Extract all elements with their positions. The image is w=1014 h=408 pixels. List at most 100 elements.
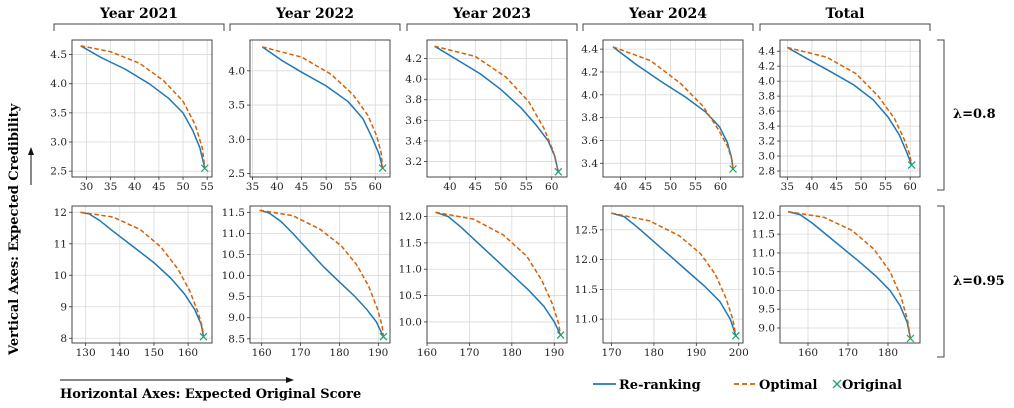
x-tick-label: 170 <box>459 347 479 359</box>
y-tick-label: 10.5 <box>222 249 245 261</box>
y-tick-label: 8.5 <box>228 333 245 345</box>
plot-frame <box>602 205 744 344</box>
chart-panels: 30 35 40 45 50 55 2.5 3.0 3.5 4.0 4.5 35 40 45 50 55 60 2… <box>50 39 921 359</box>
x-tick-label: 130 <box>76 347 96 359</box>
y-tick-label: 9.0 <box>758 322 775 334</box>
original-marker <box>556 331 565 340</box>
x-tick-label: 180 <box>329 347 349 359</box>
plot-area <box>72 40 212 177</box>
optimal-series-line <box>435 211 562 336</box>
y-tick-label: 10.5 <box>399 290 422 302</box>
y-tick-label: 3.8 <box>581 112 598 124</box>
original-marker <box>729 165 737 173</box>
x-tick-label: 55 <box>200 181 213 193</box>
original-marker <box>200 164 209 173</box>
bracket-2021 <box>53 23 225 31</box>
optimal-series-line <box>262 46 384 169</box>
plot-frame <box>779 39 921 178</box>
column-title-2024: Year 2024 <box>628 6 707 22</box>
y-tick-label: 4.5 <box>50 49 67 61</box>
optimal-series-line <box>787 46 913 166</box>
x-tick-label: 190 <box>686 347 706 359</box>
y-tick-label: 10.0 <box>399 316 422 328</box>
x-tick-label: 200 <box>729 347 749 359</box>
y-tick-label: 3.0 <box>228 134 245 146</box>
y-tick-label: 4.2 <box>581 66 598 78</box>
y-axis-arrow <box>28 147 34 185</box>
y-tick-label: 9.5 <box>758 304 775 316</box>
column-title-2023: Year 2023 <box>452 6 531 22</box>
panel-total-l095: 160 170 180 9.0 9.5 10.0 10.5 11.0 11.5 12.0 <box>752 205 921 359</box>
y-tick-label: 11.0 <box>222 228 245 240</box>
y-tick-label: 9.0 <box>228 312 245 324</box>
y-tick-label: 3.2 <box>405 156 422 168</box>
plot-frame <box>71 205 213 344</box>
y-tick-label: 4.0 <box>405 74 422 86</box>
reranking-series-line <box>259 209 385 338</box>
original-marker <box>199 332 208 341</box>
panel-year-2021-l095: 130 140 150 160 8 9 10 11 12 <box>54 205 213 359</box>
y-tick-label: 3.5 <box>228 100 245 112</box>
x-tick-label: 190 <box>544 347 564 359</box>
x-tick-label: 170 <box>601 347 621 359</box>
bracket-2024 <box>582 23 754 31</box>
plot-frame <box>426 205 568 344</box>
x-tick-label: 35 <box>104 181 117 193</box>
plot-frame <box>249 205 391 344</box>
x-tick-label: 55 <box>520 181 533 193</box>
legend-reranking-label: Re-ranking <box>619 378 701 393</box>
x-tick-label: 160 <box>798 347 818 359</box>
y-tick-label: 11.0 <box>575 314 598 326</box>
y-tick-label: 12 <box>54 207 67 219</box>
optimal-series-line <box>434 45 560 172</box>
column-title-total: Total <box>825 6 864 22</box>
x-tick-label: 190 <box>368 347 388 359</box>
y-tick-label: 11.0 <box>399 264 422 276</box>
x-tick-label: 40 <box>270 181 283 193</box>
x-tick-label: 160 <box>252 347 272 359</box>
x-tick-label: 170 <box>838 347 858 359</box>
legend-original-marker <box>832 379 842 389</box>
y-tick-label: 3.4 <box>758 121 775 133</box>
y-tick-label: 2.5 <box>50 166 67 178</box>
y-tick-label: 4.0 <box>581 89 598 101</box>
x-tick-label: 60 <box>545 181 558 193</box>
y-tick-label: 4.0 <box>50 78 67 90</box>
x-tick-label: 150 <box>144 347 164 359</box>
panel-year-2023-l08: 40 45 50 55 60 3.2 3.4 3.6 3.8 4.0 4.2 <box>405 39 568 193</box>
reranking-series-line <box>261 46 384 169</box>
plot-area <box>72 206 212 343</box>
x-tick-label: 40 <box>128 181 141 193</box>
bracket-row-095 <box>937 205 945 358</box>
bracket-2022 <box>229 23 401 31</box>
column-titles: Year 2021 Year 2022 Year 2023 Year 2024 … <box>99 6 865 22</box>
panel-year-2024-l08: 40 45 50 55 60 3.4 3.6 3.8 4.0 4.2 4.4 <box>581 39 744 193</box>
optimal-series-line <box>80 211 205 337</box>
x-tick-label: 55 <box>689 181 702 193</box>
reranking-series-line <box>434 45 560 172</box>
y-tick-label: 2.5 <box>228 168 245 180</box>
reranking-series-line <box>611 212 737 337</box>
y-tick-label: 10.0 <box>222 270 245 282</box>
x-tick-label: 180 <box>644 347 664 359</box>
column-brackets <box>53 23 931 31</box>
original-marker <box>906 334 915 343</box>
x-tick-label: 180 <box>502 347 522 359</box>
row-brackets <box>937 39 945 358</box>
y-tick-label: 4.2 <box>405 53 422 65</box>
original-marker <box>554 167 563 176</box>
x-tick-label: 45 <box>469 181 482 193</box>
y-tick-label: 4.0 <box>228 65 245 77</box>
panel-total-l08: 35 40 45 50 55 60 2.8 3.0 3.2 3.4 3.6 3.8 4.0 4.2 4.4 <box>758 39 921 193</box>
x-tick-label: 40 <box>805 181 818 193</box>
reranking-series-line <box>80 45 206 169</box>
original-marker <box>731 331 740 340</box>
plot-area <box>780 206 920 343</box>
y-tick-label: 10 <box>54 270 67 282</box>
reranking-series-line <box>787 210 912 339</box>
x-tick-label: 160 <box>417 347 437 359</box>
plot-frame <box>71 39 213 178</box>
column-title-2021: Year 2021 <box>99 6 178 22</box>
optimal-series-line <box>611 212 737 337</box>
